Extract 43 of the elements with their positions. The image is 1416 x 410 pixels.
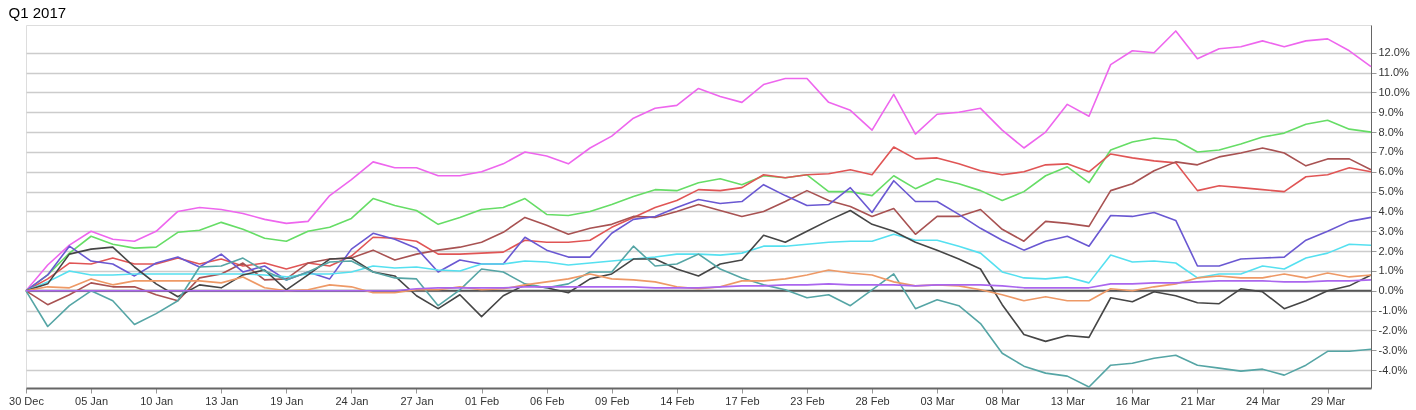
x-tick-label: 16 Mar xyxy=(1115,394,1151,407)
x-tick-label: 13 Mar xyxy=(1050,394,1086,407)
y-tick-label: 0.0% xyxy=(1378,284,1404,297)
x-tick-label: 27 Jan xyxy=(400,394,434,407)
x-tick-label: 08 Mar xyxy=(985,394,1021,407)
x-tick-label: 28 Feb xyxy=(855,394,890,407)
x-tick-label: 05 Jan xyxy=(75,394,109,407)
y-tick-label: 9.0% xyxy=(1378,105,1404,118)
y-tick-label: 6.0% xyxy=(1378,165,1404,178)
y-tick-label: -2.0% xyxy=(1378,323,1408,336)
y-tick-label: -1.0% xyxy=(1378,304,1408,317)
x-tick-label: 03 Mar xyxy=(920,394,956,407)
x-tick-label: 30 Dec xyxy=(9,394,45,407)
x-tick-label: 24 Jan xyxy=(335,394,369,407)
x-tick-label: 10 Jan xyxy=(140,394,174,407)
line-series xyxy=(25,30,1372,292)
x-tick-label: 19 Jan xyxy=(270,394,304,407)
y-tick-label: 5.0% xyxy=(1378,185,1404,198)
y-tick-label: 7.0% xyxy=(1378,145,1404,158)
line-series xyxy=(25,279,1372,292)
x-tick-label: 13 Jan xyxy=(205,394,239,407)
line-series xyxy=(25,209,1372,343)
y-tick-label: 4.0% xyxy=(1378,204,1404,217)
y-tick-label: -3.0% xyxy=(1378,343,1408,356)
y-tick-label: 11.0% xyxy=(1378,66,1410,79)
y-tick-label: 8.0% xyxy=(1378,125,1404,138)
x-tick-label: 06 Feb xyxy=(530,394,565,407)
y-tick-label: 10.0% xyxy=(1378,85,1410,98)
x-tick-label: 09 Feb xyxy=(595,394,630,407)
y-tick-label: 3.0% xyxy=(1378,224,1404,237)
x-tick-label: 24 Mar xyxy=(1245,394,1281,407)
y-tick-label: 12.0% xyxy=(1378,46,1410,59)
x-tick-label: 21 Mar xyxy=(1180,394,1216,407)
x-tick-label: 14 Feb xyxy=(660,394,695,407)
x-tick-label: 17 Feb xyxy=(725,394,760,407)
x-tick-label: 23 Feb xyxy=(790,394,825,407)
x-tick-label: 29 Mar xyxy=(1310,394,1346,407)
y-tick-label: -4.0% xyxy=(1378,363,1408,376)
y-tick-label: 1.0% xyxy=(1378,264,1404,277)
chart-title: Q1 2017 xyxy=(8,4,67,21)
y-tick-label: 2.0% xyxy=(1378,244,1404,257)
x-tick-label: 01 Feb xyxy=(464,394,500,407)
line-series xyxy=(25,179,1372,292)
